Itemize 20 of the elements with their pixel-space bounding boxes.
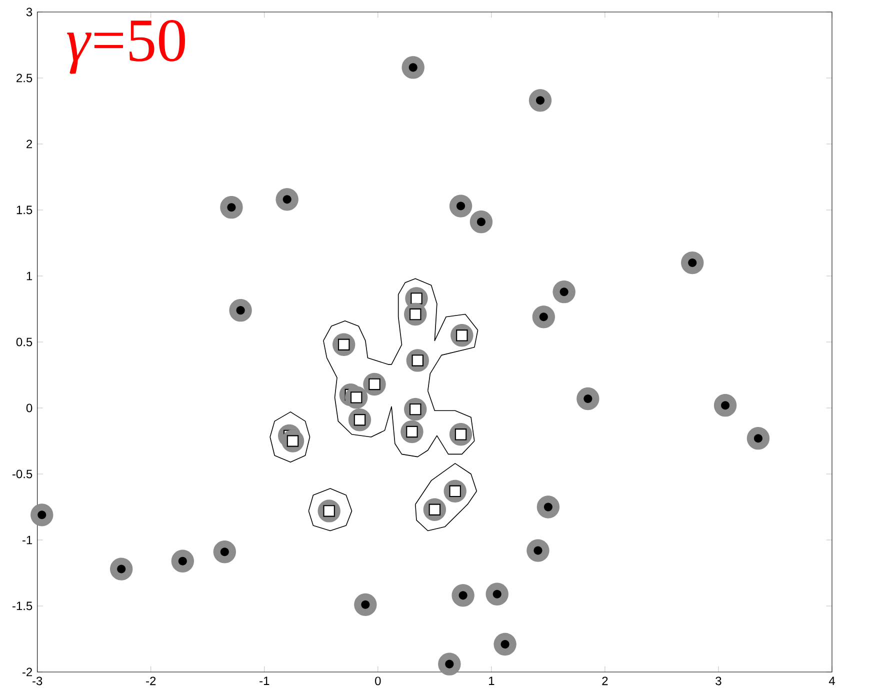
x-tick-label: -1 [260, 676, 270, 685]
x-tick-label: 4 [828, 676, 835, 685]
x-tick-label: 1 [489, 676, 494, 685]
y-tick-label: -0.5 [12, 470, 32, 478]
y-tick-label: 0 [26, 404, 32, 412]
y-tick-label: -1 [22, 536, 32, 544]
y-tick-label: 1.5 [16, 206, 32, 214]
y-tick-label: 2 [26, 140, 32, 148]
x-tick-label: 2 [602, 676, 608, 686]
x-tick-label: -3 [32, 676, 42, 686]
x-tick-label: 0 [375, 676, 381, 686]
y-tick-label: -1.5 [12, 602, 32, 610]
x-tick-label: -2 [146, 676, 156, 686]
y-tick-label: 0.5 [16, 338, 32, 346]
y-tick-label: 1 [26, 272, 32, 280]
x-tick-label: 3 [716, 676, 722, 686]
annotation: γ=50 [66, 20, 185, 74]
y-tick-label: 2.5 [16, 74, 32, 82]
y-tick-label: 3 [26, 8, 32, 16]
y-tick-label: -2 [22, 668, 32, 676]
